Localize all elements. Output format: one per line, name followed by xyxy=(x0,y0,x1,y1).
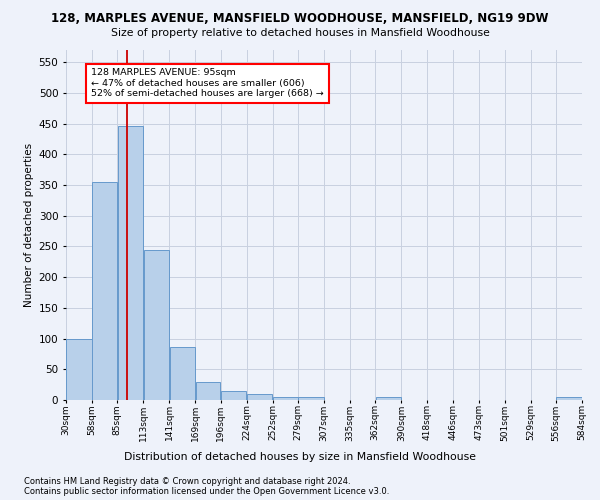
Bar xyxy=(298,397,323,400)
Text: Size of property relative to detached houses in Mansfield Woodhouse: Size of property relative to detached ho… xyxy=(110,28,490,38)
Bar xyxy=(247,394,272,400)
Bar xyxy=(143,250,169,400)
Bar xyxy=(170,346,195,400)
Bar xyxy=(67,338,92,400)
Bar xyxy=(196,382,220,400)
Text: Contains public sector information licensed under the Open Government Licence v3: Contains public sector information licen… xyxy=(24,488,389,496)
Y-axis label: Number of detached properties: Number of detached properties xyxy=(25,143,34,307)
Text: Distribution of detached houses by size in Mansfield Woodhouse: Distribution of detached houses by size … xyxy=(124,452,476,462)
Bar xyxy=(376,397,401,400)
Text: 128 MARPLES AVENUE: 95sqm
← 47% of detached houses are smaller (606)
52% of semi: 128 MARPLES AVENUE: 95sqm ← 47% of detac… xyxy=(91,68,324,98)
Bar xyxy=(221,392,247,400)
Text: Contains HM Land Registry data © Crown copyright and database right 2024.: Contains HM Land Registry data © Crown c… xyxy=(24,476,350,486)
Bar xyxy=(92,182,117,400)
Text: 128, MARPLES AVENUE, MANSFIELD WOODHOUSE, MANSFIELD, NG19 9DW: 128, MARPLES AVENUE, MANSFIELD WOODHOUSE… xyxy=(51,12,549,26)
Bar xyxy=(118,126,143,400)
Bar xyxy=(273,397,298,400)
Bar xyxy=(556,397,581,400)
